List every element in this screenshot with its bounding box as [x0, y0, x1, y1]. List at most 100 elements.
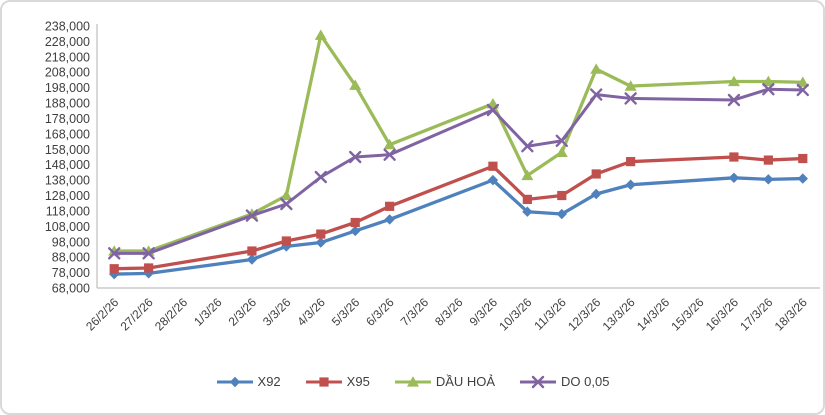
- data-point-x: [280, 197, 293, 211]
- data-point-diamond: [229, 376, 240, 387]
- x-tick-label: 18/3/26: [772, 295, 810, 333]
- x-tick-label: 5/3/26: [329, 295, 363, 329]
- legend-marker-icon: [520, 375, 557, 388]
- series-line: [112, 155, 805, 271]
- x-tick-label: 7/3/26: [398, 295, 432, 329]
- x-tick-label: 3/3/26: [260, 295, 294, 329]
- x-tick-label: 6/3/26: [363, 295, 397, 329]
- chart-legend: X92 X95 DẦU HOẢ DO 0,05: [2, 374, 823, 389]
- data-point-x: [108, 247, 121, 260]
- data-point-triangle: [521, 169, 534, 181]
- data-point-triangle: [624, 80, 637, 91]
- x-tick-label: 8/3/26: [432, 295, 466, 329]
- y-tick-label: 118,000: [46, 204, 90, 218]
- data-point-x: [521, 140, 534, 153]
- y-tick-label: 68,000: [52, 282, 90, 296]
- legend-marker-icon: [305, 376, 342, 387]
- y-tick-label: 128,000: [45, 189, 90, 203]
- data-point-square: [350, 217, 360, 228]
- data-point-x: [762, 82, 775, 96]
- legend-item-dau-hoa[interactable]: DẦU HOẢ: [394, 374, 495, 389]
- data-point-square: [798, 153, 808, 164]
- data-point-diamond: [556, 208, 567, 220]
- y-tick-label: 218,000: [45, 50, 90, 64]
- dau-hoa-triangle-series-icon: [394, 375, 432, 389]
- data-point-square: [385, 201, 395, 211]
- data-point-square: [522, 194, 532, 204]
- legend-marker-icon: [394, 375, 431, 387]
- data-point-x: [727, 93, 741, 107]
- data-point-triangle: [762, 75, 775, 87]
- data-point-diamond: [315, 237, 326, 248]
- y-tick-label: 78,000: [52, 266, 90, 280]
- data-point-diamond: [522, 206, 533, 217]
- data-point-diamond: [350, 225, 361, 237]
- data-point-triangle: [314, 29, 327, 40]
- data-point-square: [557, 190, 567, 201]
- y-tick-label: 178,000: [45, 112, 90, 126]
- y-tick-label: 238,000: [45, 20, 90, 34]
- data-point-triangle: [590, 63, 603, 74]
- data-point-square: [109, 264, 119, 274]
- legend-label: X95: [346, 374, 370, 389]
- data-point-diamond: [763, 174, 774, 185]
- data-point-triangle: [555, 146, 568, 157]
- data-point-x: [245, 209, 259, 222]
- y-tick-label: 98,000: [52, 235, 90, 249]
- x-tick-label: 27/2/26: [118, 295, 156, 333]
- x-tick-label: 1/3/26: [191, 295, 225, 329]
- legend-item-x92[interactable]: X92: [216, 374, 281, 389]
- y-tick-label: 148,000: [45, 158, 90, 172]
- legend-marker-icon: [216, 376, 253, 387]
- data-point-square: [281, 236, 291, 246]
- do-005-x-series-icon: [519, 375, 557, 389]
- legend-label: DO 0,05: [561, 374, 610, 389]
- data-point-diamond: [728, 172, 740, 184]
- legend-label: DẦU HOẢ: [435, 374, 496, 389]
- y-tick-label: 198,000: [45, 81, 90, 95]
- data-point-diamond: [591, 188, 602, 200]
- x92-diamond-series-icon: [216, 375, 254, 389]
- data-point-x: [349, 150, 362, 164]
- data-point-diamond: [487, 174, 499, 186]
- data-point-triangle: [383, 138, 396, 150]
- legend-item-x95[interactable]: X95: [305, 374, 370, 389]
- x-tick-label: 17/3/26: [737, 295, 775, 333]
- data-point-square: [729, 152, 739, 162]
- data-point-square: [247, 246, 257, 256]
- data-point-diamond: [246, 254, 258, 265]
- data-point-triangle: [280, 189, 293, 201]
- data-point-x: [555, 134, 568, 148]
- data-point-triangle: [796, 76, 809, 87]
- y-tick-label: 208,000: [45, 66, 90, 80]
- series-X95: [109, 152, 808, 274]
- y-tick-label: 88,000: [52, 251, 90, 265]
- data-point-x: [531, 375, 545, 388]
- data-point-x: [796, 83, 809, 97]
- x-tick-label: 14/3/26: [634, 295, 672, 333]
- y-tick-label: 138,000: [45, 174, 90, 188]
- data-point-x: [142, 247, 155, 260]
- x-tick-label: 2/3/26: [226, 295, 260, 329]
- data-point-x: [624, 92, 637, 105]
- x-tick-label: 10/3/26: [496, 295, 534, 333]
- data-point-x: [314, 170, 327, 184]
- x-tick-label: 28/2/26: [152, 295, 190, 333]
- legend-item-do-005[interactable]: DO 0,05: [519, 374, 609, 389]
- data-point-triangle: [406, 375, 419, 387]
- data-point-square: [763, 155, 773, 165]
- y-tick-label: 188,000: [45, 97, 90, 111]
- series-line: [112, 33, 805, 253]
- data-point-square: [144, 263, 154, 273]
- x-tick-label: 15/3/26: [668, 295, 706, 333]
- y-tick-label: 158,000: [45, 143, 90, 157]
- series-DO 0,05: [108, 82, 809, 260]
- data-point-x: [590, 88, 603, 101]
- data-point-triangle: [349, 79, 362, 90]
- data-point-square: [591, 169, 601, 179]
- x-tick-label: 16/3/26: [703, 295, 741, 333]
- data-point-square: [488, 161, 498, 171]
